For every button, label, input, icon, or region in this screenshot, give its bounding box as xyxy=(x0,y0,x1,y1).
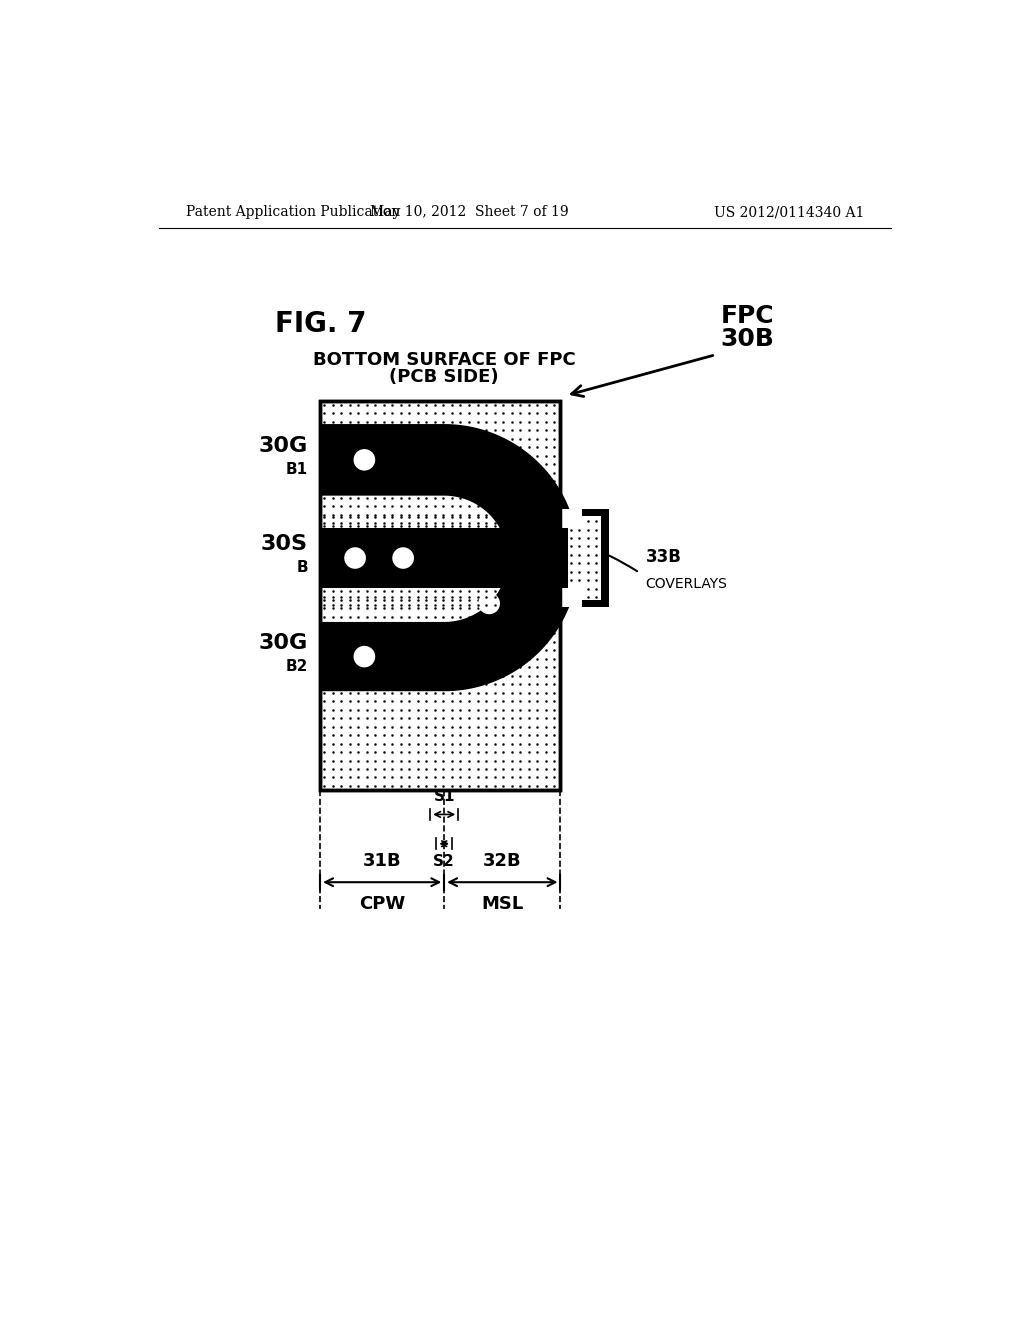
Text: MSL: MSL xyxy=(481,895,523,912)
Text: S2: S2 xyxy=(433,854,455,869)
Text: 32B: 32B xyxy=(483,851,521,870)
Text: S1: S1 xyxy=(433,789,455,804)
Text: B1: B1 xyxy=(286,462,308,477)
Text: (PCB SIDE): (PCB SIDE) xyxy=(389,368,499,385)
Bar xyxy=(568,516,601,599)
Bar xyxy=(321,401,560,789)
Bar xyxy=(560,508,608,607)
Text: COVERLAYS: COVERLAYS xyxy=(646,577,728,591)
Circle shape xyxy=(344,548,366,569)
Text: 30G: 30G xyxy=(258,436,308,455)
Bar xyxy=(560,589,583,607)
Text: 30G: 30G xyxy=(258,632,308,653)
Bar xyxy=(321,401,560,789)
Text: May 10, 2012  Sheet 7 of 19: May 10, 2012 Sheet 7 of 19 xyxy=(370,206,568,219)
Text: 33B: 33B xyxy=(646,549,682,566)
Circle shape xyxy=(478,593,500,614)
Circle shape xyxy=(353,449,375,471)
Text: 30B: 30B xyxy=(721,327,775,351)
Text: 31B: 31B xyxy=(362,851,401,870)
Text: Patent Application Publication: Patent Application Publication xyxy=(186,206,400,219)
Text: BOTTOM SURFACE OF FPC: BOTTOM SURFACE OF FPC xyxy=(312,351,575,370)
Text: FPC: FPC xyxy=(721,304,774,329)
Polygon shape xyxy=(321,424,579,692)
Text: US 2012/0114340 A1: US 2012/0114340 A1 xyxy=(714,206,864,219)
Circle shape xyxy=(353,645,375,668)
Circle shape xyxy=(392,548,414,569)
Text: 30S: 30S xyxy=(261,535,308,554)
Text: FIG. 7: FIG. 7 xyxy=(275,310,367,338)
Bar xyxy=(560,508,583,528)
Text: B2: B2 xyxy=(286,659,308,675)
Bar xyxy=(321,528,444,589)
Bar xyxy=(444,528,560,589)
Text: CPW: CPW xyxy=(359,895,406,912)
Text: B: B xyxy=(296,561,308,576)
